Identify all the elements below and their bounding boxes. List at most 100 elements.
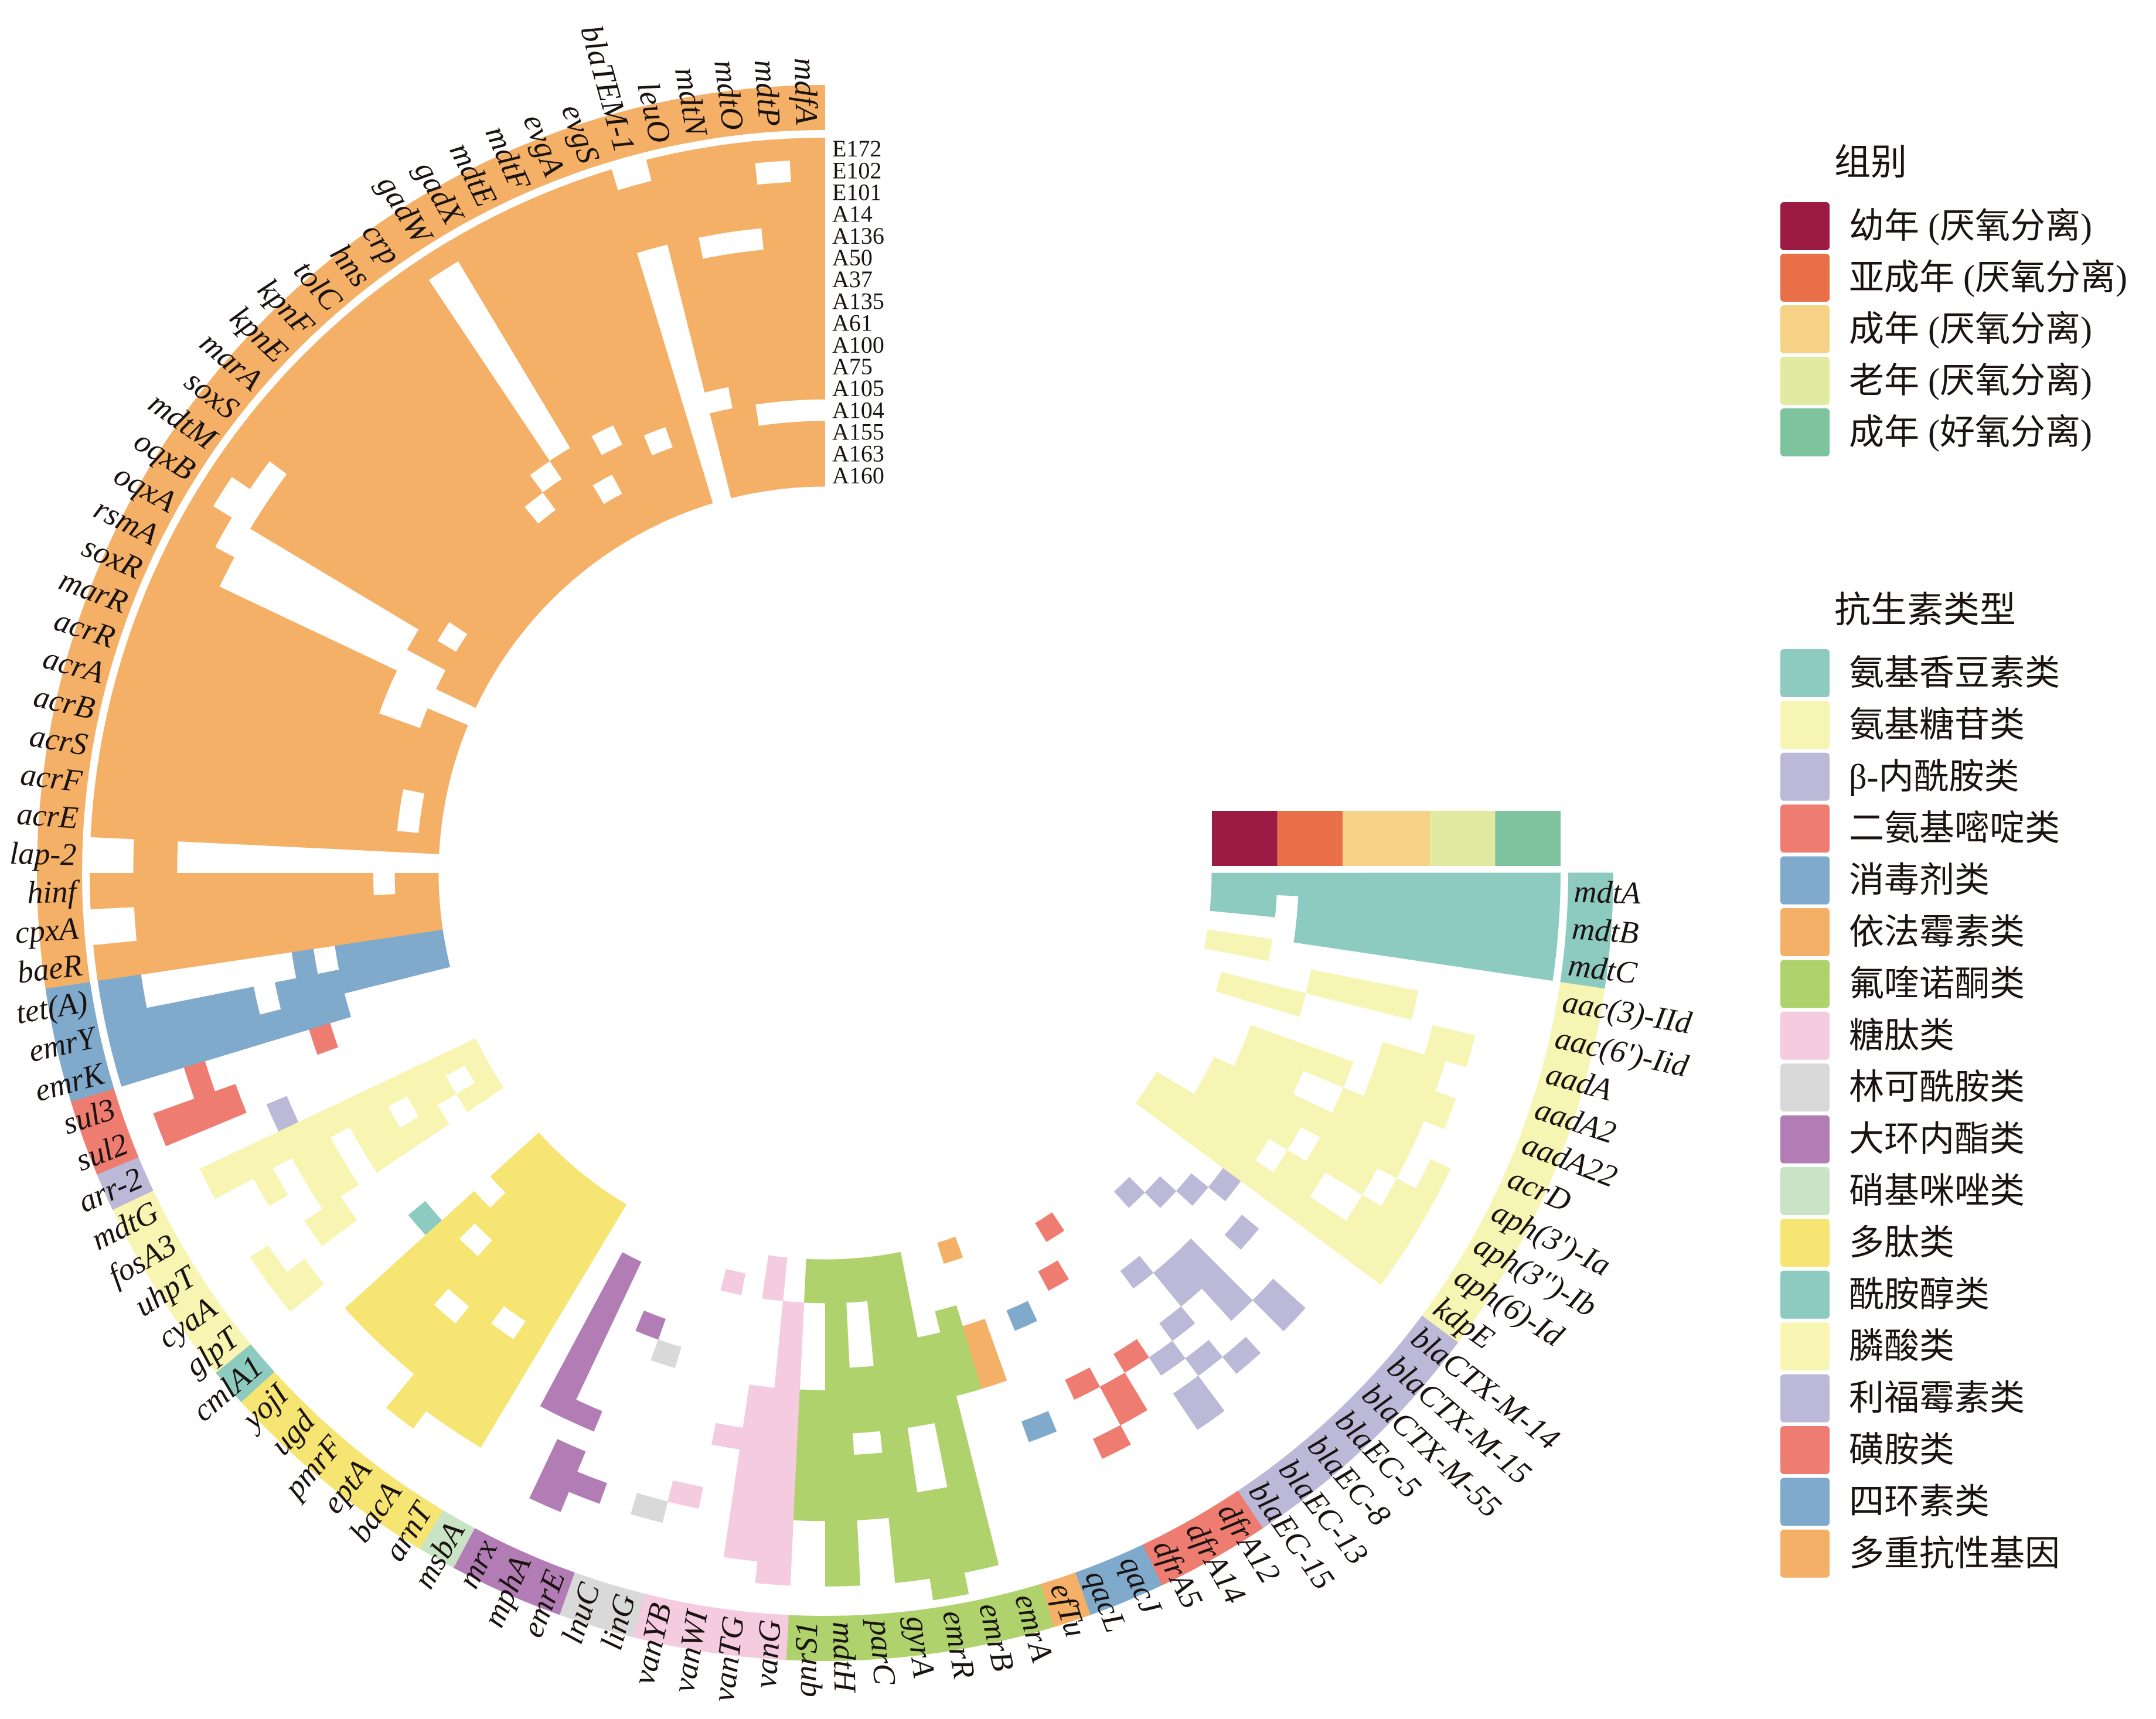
sample-label: A75 bbox=[832, 353, 873, 380]
legend-swatch bbox=[1780, 1115, 1830, 1164]
heatmap-cell bbox=[1346, 1195, 1382, 1233]
heatmap-cell bbox=[358, 683, 388, 714]
heatmap-cell bbox=[413, 578, 445, 610]
class-band-segment bbox=[633, 1593, 681, 1646]
heatmap-cell bbox=[650, 495, 677, 524]
heatmap-cell bbox=[196, 684, 226, 721]
class-band-segment bbox=[825, 1615, 864, 1661]
heatmap-cell bbox=[803, 442, 825, 466]
heatmap-cell bbox=[769, 312, 799, 337]
heatmap-cell bbox=[173, 1099, 207, 1138]
heatmap-cell bbox=[291, 1147, 326, 1184]
heatmap-cell bbox=[176, 494, 213, 537]
heatmap-cell bbox=[927, 1551, 965, 1579]
heatmap-cell bbox=[586, 1212, 616, 1243]
heatmap-cell bbox=[687, 482, 713, 510]
gene-label: vanG bbox=[747, 1618, 787, 1689]
heatmap-cell bbox=[536, 378, 571, 411]
heatmap-cell bbox=[155, 840, 178, 874]
heatmap-cell bbox=[757, 1539, 793, 1564]
heatmap-cell bbox=[1470, 904, 1495, 939]
legend-swatch bbox=[1780, 1167, 1830, 1215]
class-legend-label: 二氨基嘧啶类 bbox=[1849, 809, 2060, 848]
heatmap-cell bbox=[331, 304, 373, 345]
heatmap-cell bbox=[407, 629, 438, 660]
heatmap-cell bbox=[884, 1471, 918, 1496]
class-legend-label: 膦酸类 bbox=[1849, 1327, 1954, 1366]
heatmap-cell bbox=[352, 895, 376, 920]
legend-swatch bbox=[1780, 1219, 1830, 1267]
heatmap-cell bbox=[548, 1438, 586, 1472]
heatmap-cell bbox=[377, 445, 414, 482]
heatmap-cell bbox=[291, 768, 318, 797]
class-band-segment bbox=[83, 571, 139, 623]
heatmap-cell bbox=[420, 708, 448, 736]
heatmap-cell bbox=[975, 1359, 1007, 1389]
heatmap-cell bbox=[317, 747, 345, 777]
heatmap-cell bbox=[119, 734, 147, 772]
heatmap-cell bbox=[825, 1258, 846, 1282]
heatmap-cell bbox=[112, 803, 137, 840]
heatmap-cell bbox=[499, 247, 539, 283]
heatmap-cell bbox=[720, 1268, 746, 1295]
heatmap-cell bbox=[286, 623, 318, 659]
heatmap-cell bbox=[1450, 872, 1474, 905]
gene-label: cpxA bbox=[14, 910, 80, 950]
heatmap-cell bbox=[825, 1367, 851, 1391]
heatmap-cell bbox=[626, 386, 659, 416]
heatmap-cell bbox=[795, 268, 825, 292]
heatmap-cell bbox=[455, 405, 491, 440]
heatmap-cell bbox=[703, 253, 737, 281]
class-band-segment bbox=[1399, 1315, 1459, 1373]
heatmap-cell bbox=[377, 785, 404, 810]
heatmap-cell bbox=[478, 1323, 514, 1358]
heatmap-cell bbox=[213, 435, 253, 477]
heatmap-cell bbox=[382, 1300, 420, 1338]
heatmap-cell bbox=[397, 1284, 434, 1321]
class-band-segment bbox=[149, 1254, 207, 1311]
heatmap-cell bbox=[382, 408, 420, 446]
heatmap-cell bbox=[362, 573, 396, 608]
class-band-segment bbox=[37, 873, 83, 912]
class-band-segment bbox=[97, 536, 154, 589]
heatmap-cell bbox=[1383, 1076, 1415, 1113]
heatmap-cell bbox=[332, 919, 357, 946]
heatmap-cell bbox=[345, 1293, 383, 1332]
heatmap-cell bbox=[550, 1159, 580, 1189]
heatmap-cell bbox=[238, 697, 268, 732]
heatmap-cell bbox=[458, 554, 491, 587]
heatmap-cell bbox=[290, 408, 329, 449]
heatmap-cell bbox=[311, 1137, 345, 1173]
heatmap-cell bbox=[168, 999, 197, 1036]
class-band-segment bbox=[70, 607, 126, 658]
class-band-segment bbox=[523, 1559, 575, 1615]
heatmap-cell bbox=[752, 138, 791, 163]
class-legend-label: 氨基香豆素类 bbox=[1849, 654, 2060, 693]
heatmap-cell bbox=[556, 1218, 587, 1249]
heatmap-cell bbox=[196, 1025, 226, 1062]
heatmap-cell bbox=[930, 1396, 962, 1424]
class-legend-label: β-内酰胺类 bbox=[1849, 758, 2019, 796]
sample-label: A163 bbox=[832, 441, 884, 467]
heatmap-cell bbox=[796, 290, 825, 313]
heatmap-cell bbox=[1445, 1030, 1476, 1067]
heatmap-cell bbox=[1306, 969, 1333, 999]
class-band-segment bbox=[861, 1612, 903, 1660]
gene-label: acrF bbox=[19, 756, 85, 799]
heatmap-cell bbox=[158, 775, 185, 810]
heatmap-cell bbox=[844, 1257, 866, 1281]
legend-swatch bbox=[1780, 202, 1830, 250]
heatmap-cell bbox=[305, 328, 346, 369]
heatmap-cell bbox=[274, 978, 302, 1009]
heatmap-cell bbox=[1216, 1284, 1253, 1321]
heatmap-cell bbox=[492, 584, 523, 615]
heatmap-cell bbox=[322, 475, 358, 513]
heatmap-cell bbox=[529, 1478, 569, 1512]
heatmap-cell bbox=[444, 473, 478, 508]
heatmap-cell bbox=[428, 457, 464, 492]
heatmap-cell bbox=[792, 203, 825, 226]
heatmap-cell bbox=[1253, 1054, 1283, 1085]
heatmap-cell bbox=[557, 294, 594, 327]
class-annotation-ring bbox=[37, 85, 1614, 1661]
heatmap-cell bbox=[1153, 1256, 1188, 1290]
